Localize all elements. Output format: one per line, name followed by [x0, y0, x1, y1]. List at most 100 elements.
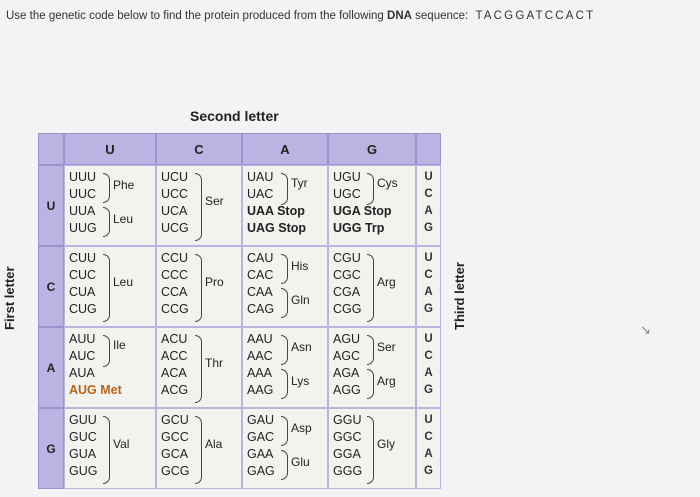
- codon-line: ACU: [161, 332, 188, 346]
- amino-acid-label: Ser: [205, 194, 224, 208]
- codon-cell-uu: UUU UUC UUA UUG Phe Leu: [64, 165, 156, 246]
- codon-line: UGA Stop: [333, 204, 392, 218]
- codon-cell-gu: GUU GUC GUA GUG Val: [64, 408, 156, 489]
- codon-line: UUG: [69, 221, 97, 235]
- codon-cell-aa: AAU AAC AAA AAG Asn Lys: [242, 327, 328, 408]
- amino-acid-label: Ile: [113, 338, 126, 352]
- third-base-label: A: [424, 205, 433, 217]
- question-word-sequence: sequence:: [415, 10, 469, 22]
- codon-line: AUU: [69, 332, 96, 346]
- col-header-u: U: [64, 133, 156, 165]
- table-corner: [38, 133, 64, 165]
- codon-line: CUC: [69, 268, 97, 282]
- codon-line: GUA: [69, 447, 97, 461]
- codon-line: AAG: [247, 383, 274, 397]
- codon-line: GCU: [161, 413, 189, 427]
- third-base-label: U: [424, 333, 433, 345]
- codon-line: UAU: [247, 170, 274, 184]
- codon-line: UUA: [69, 204, 96, 218]
- third-base-label: G: [424, 384, 433, 396]
- codon-line: UCA: [161, 204, 188, 218]
- third-base-label: C: [424, 269, 433, 281]
- brace-icon: [367, 254, 374, 322]
- codon-line: GAA: [247, 447, 274, 461]
- brace-icon: [103, 254, 110, 322]
- table-corner-right: [416, 133, 441, 165]
- codon-line: UCC: [161, 187, 189, 201]
- brace-icon: [281, 173, 288, 205]
- codon-line: AAU: [247, 332, 273, 346]
- amino-acid-label: Arg: [377, 275, 396, 289]
- brace-icon: [367, 335, 374, 365]
- col-header-a: A: [242, 133, 328, 165]
- third-base-label: U: [424, 171, 433, 183]
- codon-line: UUU: [69, 170, 97, 184]
- codon-line: CCG: [161, 302, 189, 316]
- codon-line: ACG: [161, 383, 189, 397]
- brace-icon: [281, 450, 288, 480]
- codon-line: AGU: [333, 332, 361, 346]
- codon-cell-cg: CGU CGC CGA CGG Arg: [328, 246, 416, 327]
- codon-line: GGU: [333, 413, 362, 427]
- amino-acid-label: Arg: [377, 374, 396, 388]
- codon-line: GUC: [69, 430, 97, 444]
- row-header-a: A: [38, 327, 64, 408]
- codon-line: GUU: [69, 413, 97, 427]
- brace-icon: [195, 335, 202, 403]
- col-header-c: C: [156, 133, 242, 165]
- codon-cell-ac: ACU ACC ACA ACG Thr: [156, 327, 242, 408]
- second-letter-label: Second letter: [190, 108, 279, 124]
- amino-acid-label: Lys: [291, 374, 310, 388]
- codon-line: UAC: [247, 187, 274, 201]
- third-base-label: A: [424, 286, 433, 298]
- third-letter-label: Third letter: [452, 262, 467, 330]
- third-base-label: G: [424, 465, 433, 477]
- third-base-label: C: [424, 350, 433, 362]
- codon-line: UAA Stop: [247, 204, 305, 218]
- codon-line: CUA: [69, 285, 96, 299]
- codon-line: UCU: [161, 170, 189, 184]
- codon-cell-cu: CUU CUC CUA CUG Leu: [64, 246, 156, 327]
- brace-icon: [281, 416, 288, 446]
- brace-icon: [281, 288, 288, 318]
- brace-icon: [195, 173, 202, 241]
- amino-acid-label: Cys: [377, 176, 398, 190]
- codon-line: CCA: [161, 285, 188, 299]
- codon-cell-cc: CCU CCC CCA CCG Pro: [156, 246, 242, 327]
- codon-line: CAU: [247, 251, 274, 265]
- amino-acid-label: Pro: [205, 275, 224, 289]
- first-letter-label: First letter: [2, 266, 17, 330]
- brace-icon: [281, 369, 288, 399]
- codon-line: UAG Stop: [247, 221, 307, 235]
- question-prefix: Use the genetic code below to find the p…: [6, 10, 384, 22]
- third-base-label: C: [424, 431, 433, 443]
- amino-acid-label: Leu: [113, 212, 134, 226]
- codon-line: GAC: [247, 430, 275, 444]
- codon-line: UGU: [333, 170, 361, 184]
- amino-acid-label: Asn: [291, 340, 312, 354]
- codon-line: UCG: [161, 221, 189, 235]
- codon-line: CGU: [333, 251, 361, 265]
- question-text: Use the genetic code below to find the p…: [6, 10, 595, 22]
- codon-line: UGG Trp: [333, 221, 385, 235]
- codon-line: GGA: [333, 447, 361, 461]
- amino-acid-label: Gly: [377, 437, 395, 451]
- codon-line: GGC: [333, 430, 362, 444]
- brace-icon: [103, 416, 110, 484]
- mouse-cursor-icon: ↘: [640, 322, 651, 337]
- amino-acid-label: Val: [113, 437, 130, 451]
- codon-line: CCU: [161, 251, 189, 265]
- amino-acid-label: His: [291, 259, 309, 273]
- codon-cell-ug: UGU UGC UGA Stop UGG Trp Cys: [328, 165, 416, 246]
- codon-line: AGA: [333, 366, 360, 380]
- row-header-u: U: [38, 165, 64, 246]
- brace-icon: [195, 254, 202, 322]
- amino-acid-label: Leu: [113, 275, 134, 289]
- codon-line: GGG: [333, 464, 363, 478]
- genetic-code-table: U C A G U UUU UUC UUA UUG Phe Leu UCU UCC UCA UCG S…: [38, 133, 441, 490]
- codon-line: CGC: [333, 268, 361, 282]
- codon-line: ACA: [161, 366, 187, 380]
- codon-line: CGG: [333, 302, 362, 316]
